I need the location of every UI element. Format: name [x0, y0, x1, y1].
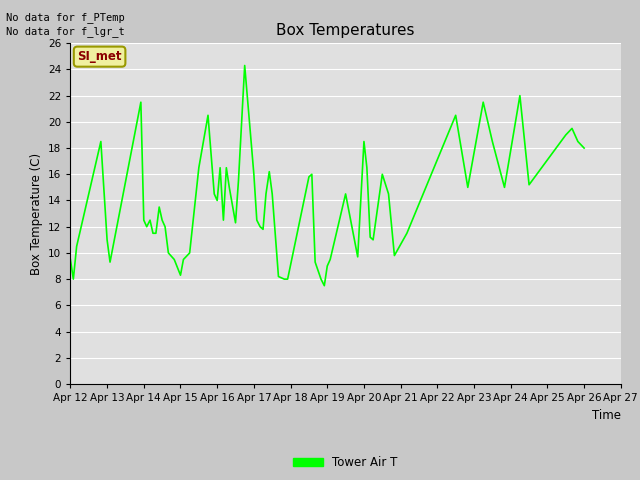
Text: No data for f_PTemp: No data for f_PTemp: [6, 12, 125, 23]
Y-axis label: Box Temperature (C): Box Temperature (C): [29, 153, 43, 275]
Text: No data for f_lgr_t: No data for f_lgr_t: [6, 26, 125, 37]
Text: SI_met: SI_met: [77, 50, 122, 63]
X-axis label: Time: Time: [592, 408, 621, 421]
Title: Box Temperatures: Box Temperatures: [276, 23, 415, 38]
Legend: Tower Air T: Tower Air T: [289, 451, 403, 474]
